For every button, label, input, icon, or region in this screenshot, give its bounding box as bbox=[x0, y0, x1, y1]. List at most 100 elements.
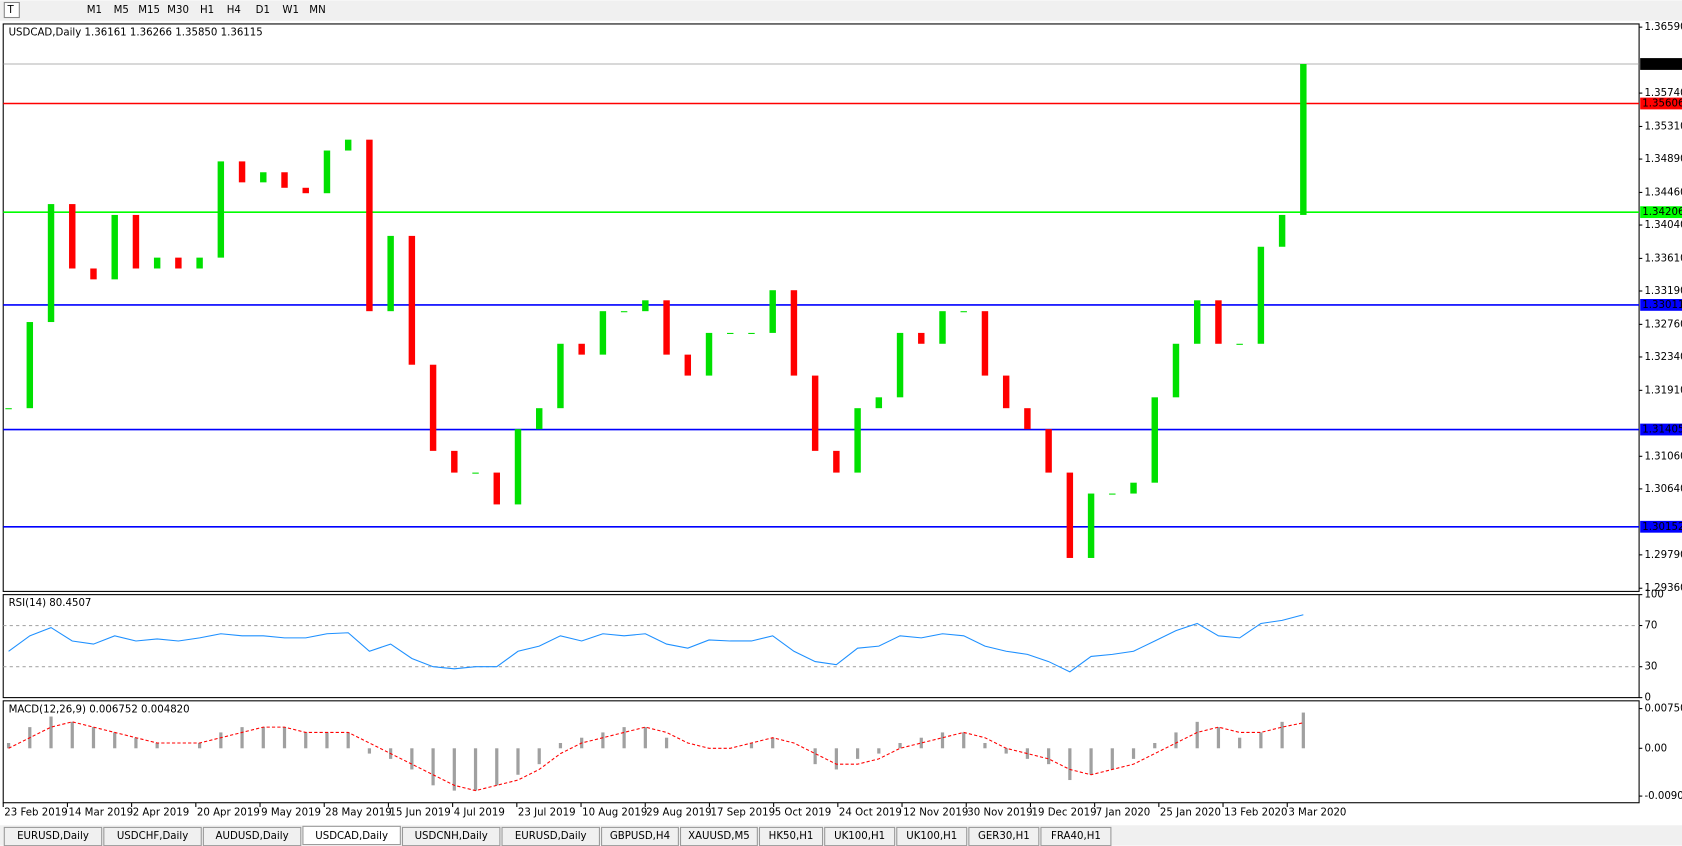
tab-label: USDCHF,Daily bbox=[117, 831, 188, 842]
y-tick-label: 1.29790 bbox=[1644, 550, 1682, 561]
candle bbox=[260, 172, 267, 183]
rsi-line bbox=[8, 614, 1304, 673]
timeframe-button[interactable]: M1 bbox=[87, 5, 102, 16]
candle bbox=[684, 354, 692, 376]
x-tick-label: 28 May 2019 bbox=[325, 807, 391, 818]
candle bbox=[196, 257, 203, 269]
y-tick-label: 1.31060 bbox=[1644, 451, 1682, 462]
timeframe-button[interactable]: D1 bbox=[256, 5, 270, 16]
rsi-label: RSI(14) 80.4507 bbox=[9, 598, 92, 609]
tab[interactable] bbox=[302, 825, 401, 846]
x-tick-label: 2 Apr 2019 bbox=[133, 807, 190, 818]
candle bbox=[451, 450, 458, 473]
y-tick-label: 1.33610 bbox=[1644, 253, 1682, 264]
candle bbox=[1045, 429, 1052, 473]
candle bbox=[344, 139, 352, 151]
x-tick-label: 3 Mar 2020 bbox=[1288, 807, 1346, 818]
y-tick-label: 1.31910 bbox=[1644, 385, 1682, 396]
x-tick-label: 7 Jan 2020 bbox=[1096, 807, 1151, 818]
candle bbox=[238, 161, 246, 183]
candle bbox=[132, 214, 140, 269]
candle bbox=[408, 235, 416, 365]
x-tick-label: 17 Sep 2019 bbox=[711, 807, 776, 818]
candle bbox=[620, 311, 628, 313]
timeframe-button[interactable]: H1 bbox=[200, 5, 214, 16]
x-tick-label: 23 Jul 2019 bbox=[518, 807, 576, 818]
tab-label: USDCAD,Daily bbox=[315, 831, 388, 842]
level-label-bg bbox=[1640, 298, 1682, 311]
candle bbox=[47, 204, 55, 323]
rsi-tick-label: 30 bbox=[1644, 662, 1657, 673]
main-panel bbox=[2, 23, 1640, 592]
x-tick-label: 13 Feb 2020 bbox=[1224, 807, 1287, 818]
x-tick-label: 24 Oct 2019 bbox=[839, 807, 902, 818]
tab-label: GBPUSD,H4 bbox=[610, 831, 670, 842]
candle bbox=[748, 332, 755, 334]
x-tick-label: 5 Oct 2019 bbox=[775, 807, 832, 818]
macd-tick-label: 0.007503 bbox=[1644, 704, 1682, 715]
candle bbox=[514, 429, 522, 505]
timeframe-button[interactable]: M15 bbox=[138, 5, 160, 16]
level-label-bg bbox=[1640, 423, 1682, 436]
level-label-bg bbox=[1640, 58, 1682, 70]
candle bbox=[599, 311, 607, 355]
candle bbox=[472, 472, 479, 474]
candle bbox=[1066, 472, 1074, 558]
timeframe-button[interactable]: M5 bbox=[114, 5, 129, 16]
candle bbox=[663, 300, 670, 355]
candle bbox=[302, 187, 309, 194]
candle bbox=[153, 257, 161, 269]
candle bbox=[1172, 343, 1180, 398]
x-tick-label: 15 Jun 2019 bbox=[389, 807, 450, 818]
text-tool-icon: T bbox=[7, 5, 15, 16]
x-tick-label: 10 Aug 2019 bbox=[582, 807, 647, 818]
tab-label: GER30,H1 bbox=[978, 831, 1030, 842]
candle bbox=[493, 472, 500, 505]
level-label-bg bbox=[1640, 520, 1682, 533]
x-tick-label: 25 Jan 2020 bbox=[1160, 807, 1221, 818]
candle bbox=[833, 450, 840, 473]
candle bbox=[1193, 300, 1201, 344]
text-tool[interactable] bbox=[3, 1, 20, 19]
candle bbox=[323, 150, 331, 194]
macd-signal bbox=[8, 721, 1304, 792]
candle bbox=[175, 257, 182, 269]
y-tick-label: 1.36590 bbox=[1644, 22, 1682, 33]
candle bbox=[429, 364, 437, 451]
candle bbox=[90, 268, 97, 280]
candle bbox=[727, 332, 734, 334]
candle bbox=[1278, 214, 1286, 247]
x-tick-label: 29 Aug 2019 bbox=[646, 807, 711, 818]
candle bbox=[1109, 493, 1116, 495]
timeframe-button[interactable]: MN bbox=[309, 5, 325, 16]
x-tick-label: 12 Nov 2019 bbox=[903, 807, 968, 818]
candle bbox=[811, 375, 819, 451]
rsi-panel bbox=[2, 594, 1640, 699]
tab-label: FRA40,H1 bbox=[1051, 831, 1101, 842]
candle bbox=[642, 300, 649, 312]
candle bbox=[790, 290, 798, 376]
candle bbox=[1130, 482, 1137, 494]
candle bbox=[960, 311, 967, 313]
candle bbox=[1300, 63, 1307, 215]
timeframe-button[interactable]: H4 bbox=[227, 5, 241, 16]
rsi-tick-label: 100 bbox=[1644, 590, 1663, 601]
level-label: 1.31405 bbox=[1642, 425, 1682, 436]
candle bbox=[896, 332, 904, 398]
x-tick-label: 9 May 2019 bbox=[261, 807, 321, 818]
tab-label: UK100,H1 bbox=[906, 831, 957, 842]
candle bbox=[5, 408, 12, 410]
candle bbox=[705, 332, 713, 376]
level-label: 1.33011 bbox=[1642, 300, 1682, 311]
candle bbox=[366, 139, 373, 312]
candle bbox=[981, 311, 989, 376]
level-label-bg bbox=[1640, 206, 1682, 219]
timeframe-button[interactable]: M30 bbox=[167, 5, 189, 16]
timeframe-button[interactable]: W1 bbox=[282, 5, 299, 16]
candle bbox=[557, 343, 564, 409]
candle bbox=[26, 322, 34, 409]
macd-tick-label: -0.009033 bbox=[1644, 791, 1682, 802]
candle bbox=[1151, 397, 1158, 483]
